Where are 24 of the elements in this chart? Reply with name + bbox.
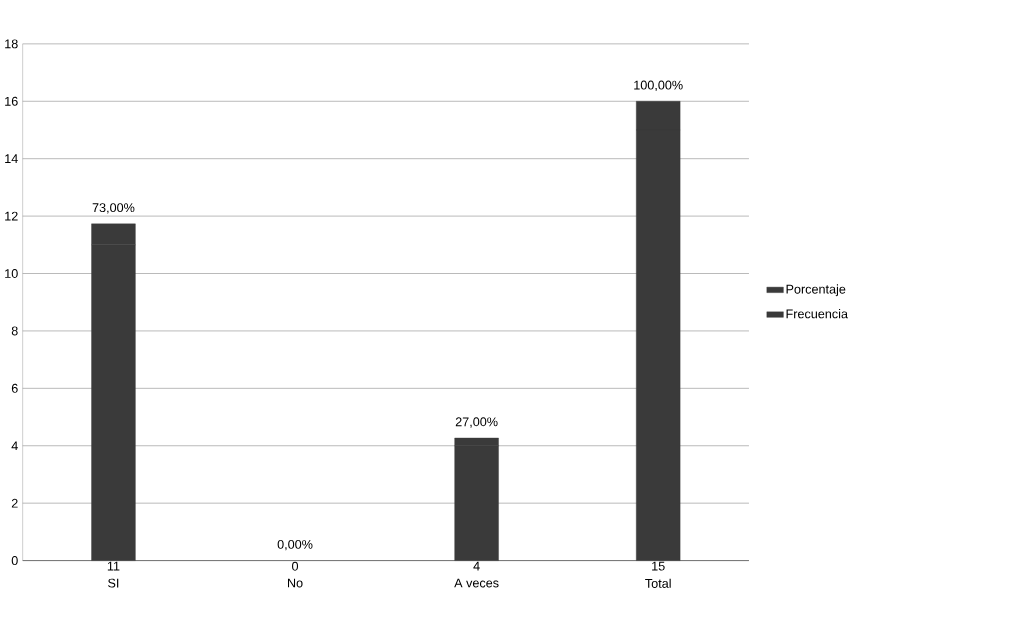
y-tick-label: 14 [5, 154, 18, 164]
data-label: 0,00% [277, 540, 313, 551]
y-tick-label: 10 [5, 269, 18, 279]
data-label: 4 [473, 561, 480, 571]
x-tick-label: A veces [454, 578, 499, 588]
y-tick-label: 12 [5, 211, 18, 221]
data-label: 0 [292, 561, 299, 571]
x-tick-label: Total [645, 578, 671, 589]
data-label: 100,00% [634, 80, 683, 92]
y-tick-label: 4 [11, 441, 18, 451]
y-tick-label: 6 [11, 383, 18, 393]
x-tick-label: No [288, 578, 303, 588]
y-tick-label: 18 [5, 39, 18, 49]
data-label: 73,00% [92, 203, 135, 214]
data-label: 15 [652, 561, 665, 571]
y-tick-label: 0 [11, 556, 18, 566]
legend-label: Frecuencia [786, 309, 848, 319]
legend-label: Porcentaje [786, 284, 846, 297]
x-tick-label: SI [108, 578, 119, 588]
data-label: 11 [107, 561, 120, 571]
y-tick-label: 8 [11, 326, 18, 336]
data-label: 27,00% [455, 417, 498, 428]
y-tick-label: 16 [5, 96, 18, 106]
y-tick-label: 2 [11, 498, 18, 508]
